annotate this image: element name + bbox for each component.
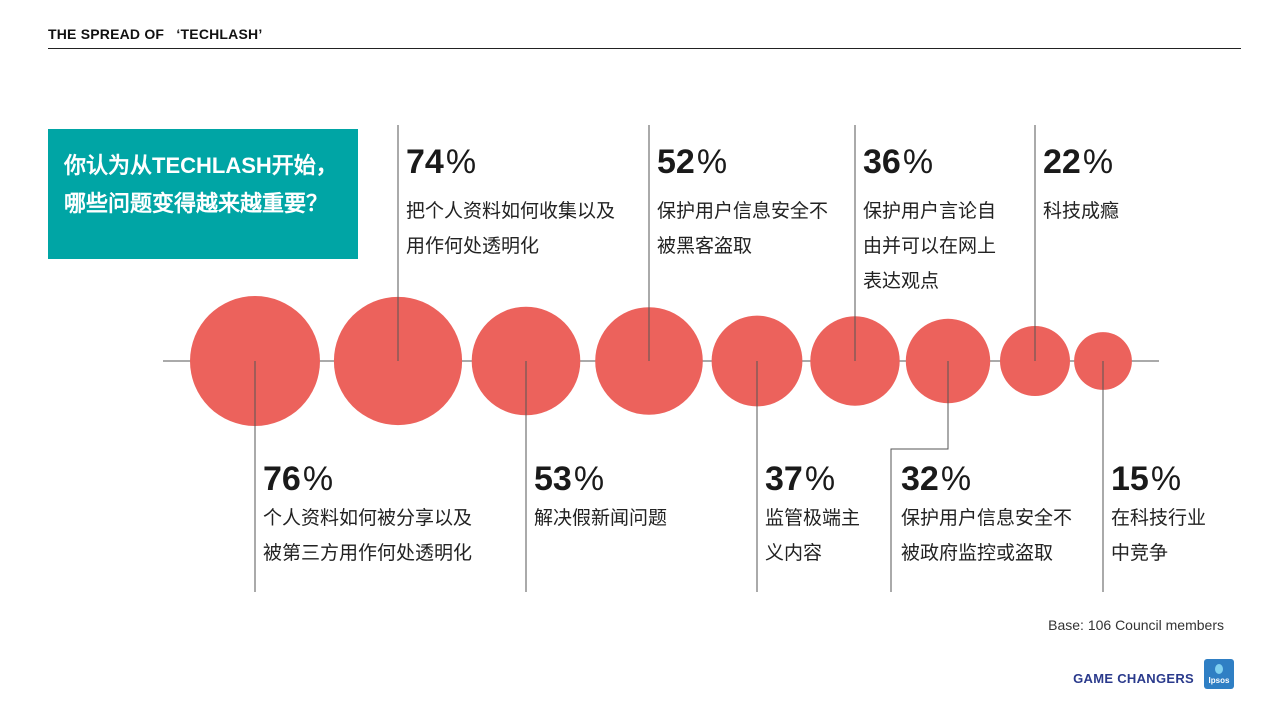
value-number: 53 xyxy=(534,460,572,498)
value-label-7: 32% xyxy=(901,462,971,496)
value-label-3: 53% xyxy=(534,462,604,496)
value-label-8: 22% xyxy=(1043,145,1113,179)
category-label-line: 科技成瘾 xyxy=(1043,201,1120,222)
category-label-line: 被政府监控或盗取 xyxy=(901,543,1054,564)
percent-sign: % xyxy=(696,143,728,181)
category-label-4: 保护用户信息安全不 被黑客盗取 xyxy=(657,194,828,264)
question-line-1: 你认为从TECHLASH开始， xyxy=(64,153,338,178)
category-label-line: 由并可以在网上 xyxy=(863,236,997,257)
percent-sign: % xyxy=(445,143,477,181)
category-label-8: 科技成瘾 xyxy=(1043,194,1119,229)
percent-sign: % xyxy=(940,460,972,498)
percent-sign: % xyxy=(302,460,334,498)
logo-mark-icon xyxy=(1215,664,1223,674)
category-label-line: 保护用户信息安全不 xyxy=(901,508,1073,529)
category-label-line: 被第三方用作何处透明化 xyxy=(263,543,473,564)
category-label-line: 用作何处透明化 xyxy=(406,236,540,257)
value-number: 52 xyxy=(657,143,695,181)
category-label-line: 个人资料如何被分享以及 xyxy=(263,508,473,529)
ipsos-logo: Ipsos xyxy=(1204,659,1234,689)
category-label-2: 把个人资料如何收集以及 用作何处透明化 xyxy=(406,194,615,264)
value-label-2: 74% xyxy=(406,145,476,179)
category-label-5: 监管极端主 义内容 xyxy=(765,501,860,571)
value-label-6: 36% xyxy=(863,145,933,179)
value-label-1: 76% xyxy=(263,462,333,496)
base-note: Base: 106 Council members xyxy=(1048,617,1224,633)
category-label-line: 被黑客盗取 xyxy=(657,236,753,257)
value-number: 22 xyxy=(1043,143,1081,181)
category-label-line: 监管极端主 xyxy=(765,508,861,529)
category-label-3: 解决假新闻问题 xyxy=(534,501,667,536)
percent-sign: % xyxy=(573,460,605,498)
leader-line-7 xyxy=(890,361,949,592)
category-label-line: 保护用户言论自 xyxy=(863,201,997,222)
percent-sign: % xyxy=(1082,143,1114,181)
category-label-line: 保护用户信息安全不 xyxy=(657,201,829,222)
value-number: 74 xyxy=(406,143,444,181)
percent-sign: % xyxy=(804,460,836,498)
percent-sign: % xyxy=(902,143,934,181)
value-number: 76 xyxy=(263,460,301,498)
value-label-9: 15% xyxy=(1111,462,1181,496)
question-box: 你认为从TECHLASH开始， 哪些问题变得越来越重要？ xyxy=(48,129,358,259)
value-number: 37 xyxy=(765,460,803,498)
category-label-7: 保护用户信息安全不 被政府监控或盗取 xyxy=(901,501,1072,571)
category-label-line: 解决假新闻问题 xyxy=(534,508,668,529)
value-number: 36 xyxy=(863,143,901,181)
percent-sign: % xyxy=(1150,460,1182,498)
question-line-2: 哪些问题变得越来越重要？ xyxy=(64,191,329,216)
value-number: 32 xyxy=(901,460,939,498)
category-label-9: 在科技行业 中竞争 xyxy=(1111,501,1206,571)
category-label-line: 中竞争 xyxy=(1111,543,1169,564)
value-number: 15 xyxy=(1111,460,1149,498)
category-label-line: 表达观点 xyxy=(863,271,940,292)
brand-name: GAME CHANGERS xyxy=(1073,671,1194,686)
category-label-line: 在科技行业 xyxy=(1111,508,1207,529)
category-label-line: 义内容 xyxy=(765,543,823,564)
page-title: THE SPREAD OF ‘TECHLASH’ xyxy=(48,26,263,42)
category-label-6: 保护用户言论自 由并可以在网上 表达观点 xyxy=(863,194,996,299)
logo-text: Ipsos xyxy=(1208,676,1230,685)
category-label-line: 把个人资料如何收集以及 xyxy=(406,201,616,222)
header-divider xyxy=(48,48,1241,49)
category-label-1: 个人资料如何被分享以及 被第三方用作何处透明化 xyxy=(263,501,472,571)
value-label-5: 37% xyxy=(765,462,835,496)
value-label-4: 52% xyxy=(657,145,727,179)
